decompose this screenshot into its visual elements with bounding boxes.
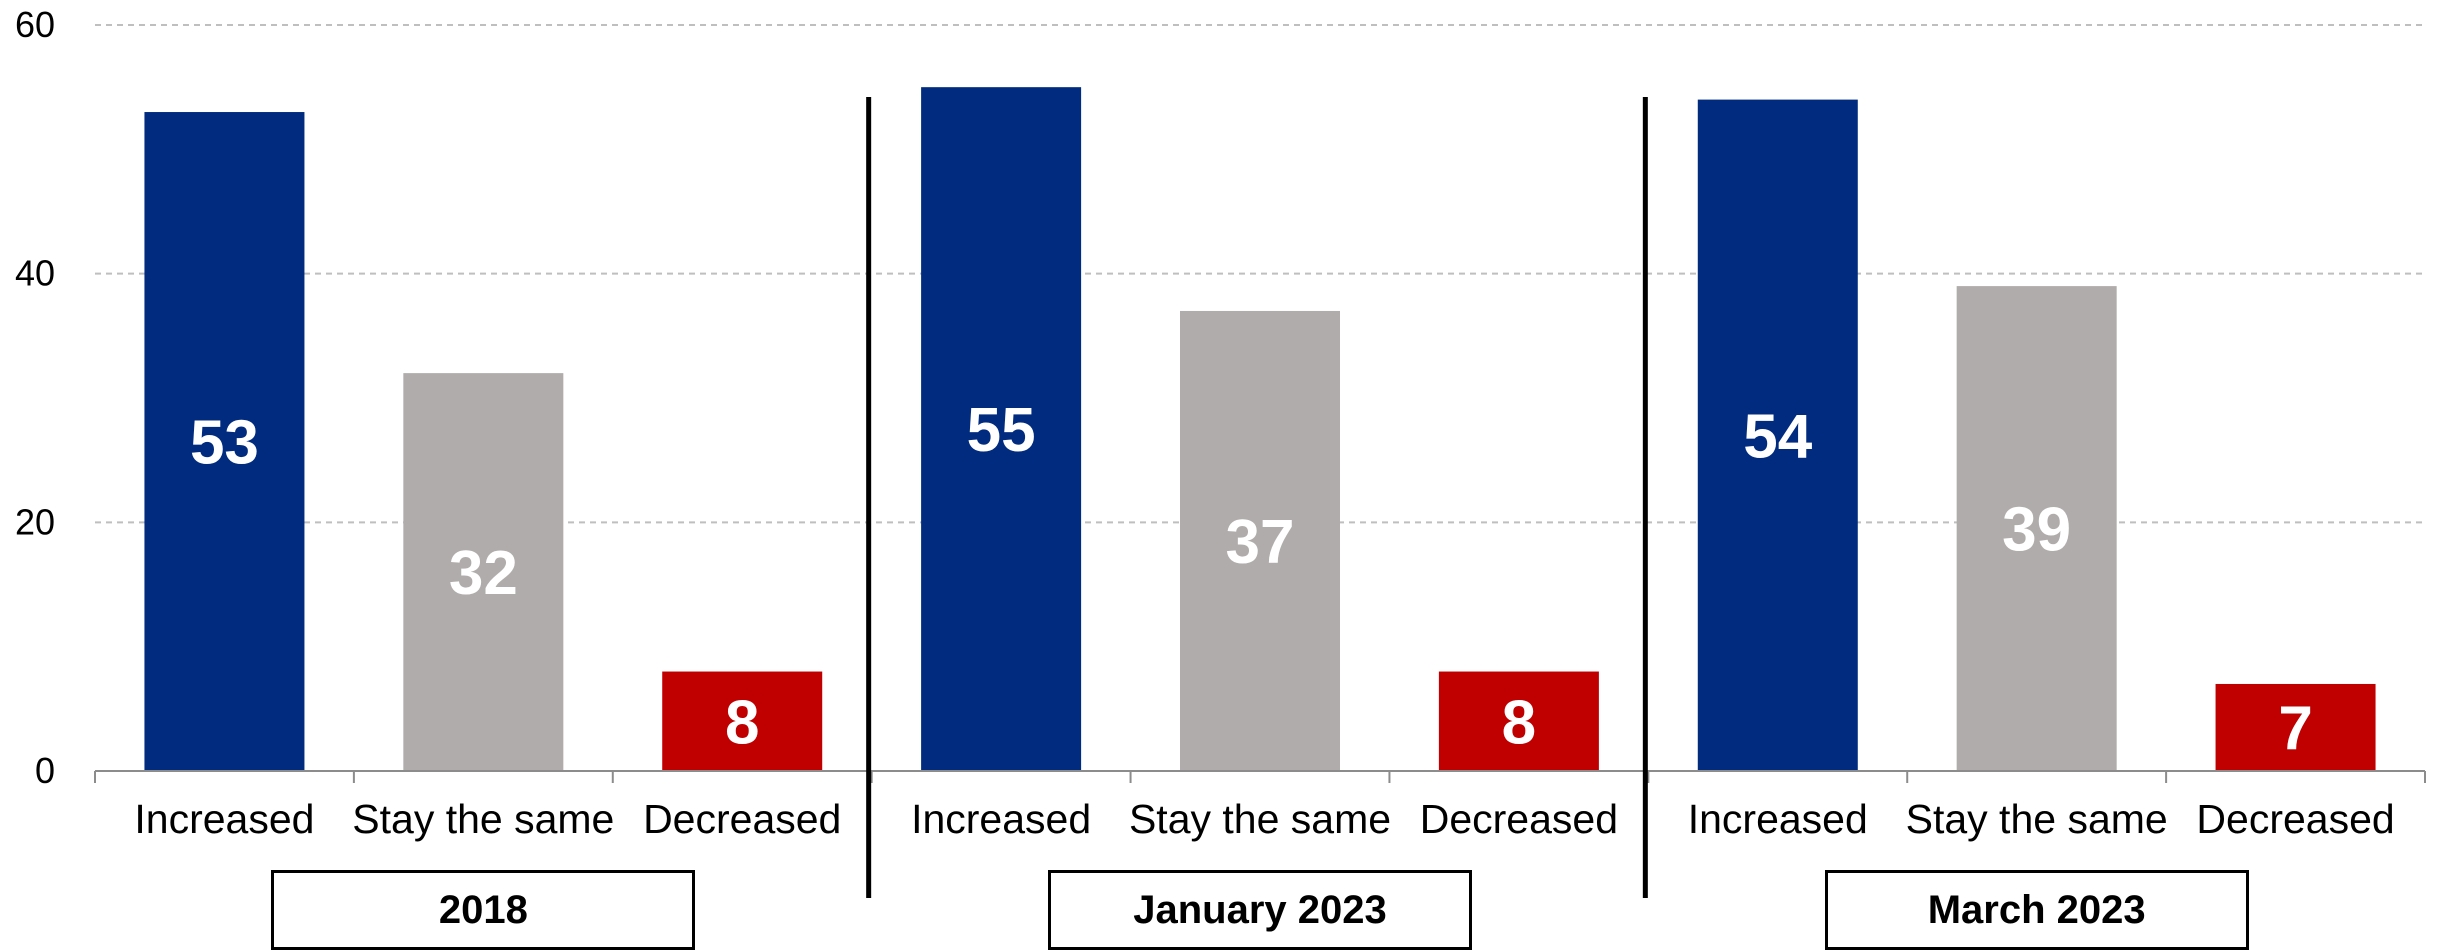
x-tick-label: Increased [911,796,1091,842]
bars [144,87,2376,772]
data-label: 8 [1502,688,1536,757]
y-tick-label: 20 [15,501,55,542]
bar-stay-the-same [403,373,564,771]
x-tick-label: Stay the same [1129,796,1391,842]
data-label: 7 [2278,694,2312,763]
bar-decreased [1438,671,1599,771]
group-label: 2018 [271,870,696,950]
y-axis-ticks: 0 20 40 60 [15,4,55,791]
y-tick-label: 40 [15,253,55,294]
labels: 53 Increased 32 Stay the same 8 Decreased 55 In… [134,396,2394,842]
bar-decreased [2215,683,2376,771]
x-tick-label: Increased [134,796,314,842]
x-tick-label: Decreased [643,796,841,842]
group-label: January 2023 [1048,870,1472,950]
bar-stay-the-same [1180,310,1340,771]
x-tick-label: Decreased [1420,796,1618,842]
x-tick-label: Increased [1688,796,1868,842]
group-label: March 2023 [1824,870,2249,950]
bar-increased [1697,99,1858,772]
x-tick-label: Stay the same [1906,796,2168,842]
data-label: 8 [725,688,759,757]
data-label: 39 [2002,496,2071,565]
x-tick-label: Decreased [2196,796,2394,842]
bar-increased [144,112,305,772]
data-label: 37 [1226,508,1295,577]
data-label: 32 [449,539,518,608]
y-tick-label: 0 [35,750,55,791]
bar-increased [921,87,1082,771]
data-label: 54 [1743,402,1812,471]
x-tick-label: Stay the same [352,796,614,842]
data-label: 55 [967,396,1036,465]
bar-decreased [662,671,823,771]
x-axis [94,97,2426,898]
data-label: 53 [190,409,259,478]
y-tick-label: 60 [15,4,55,45]
bar-stay-the-same [1956,286,2117,771]
